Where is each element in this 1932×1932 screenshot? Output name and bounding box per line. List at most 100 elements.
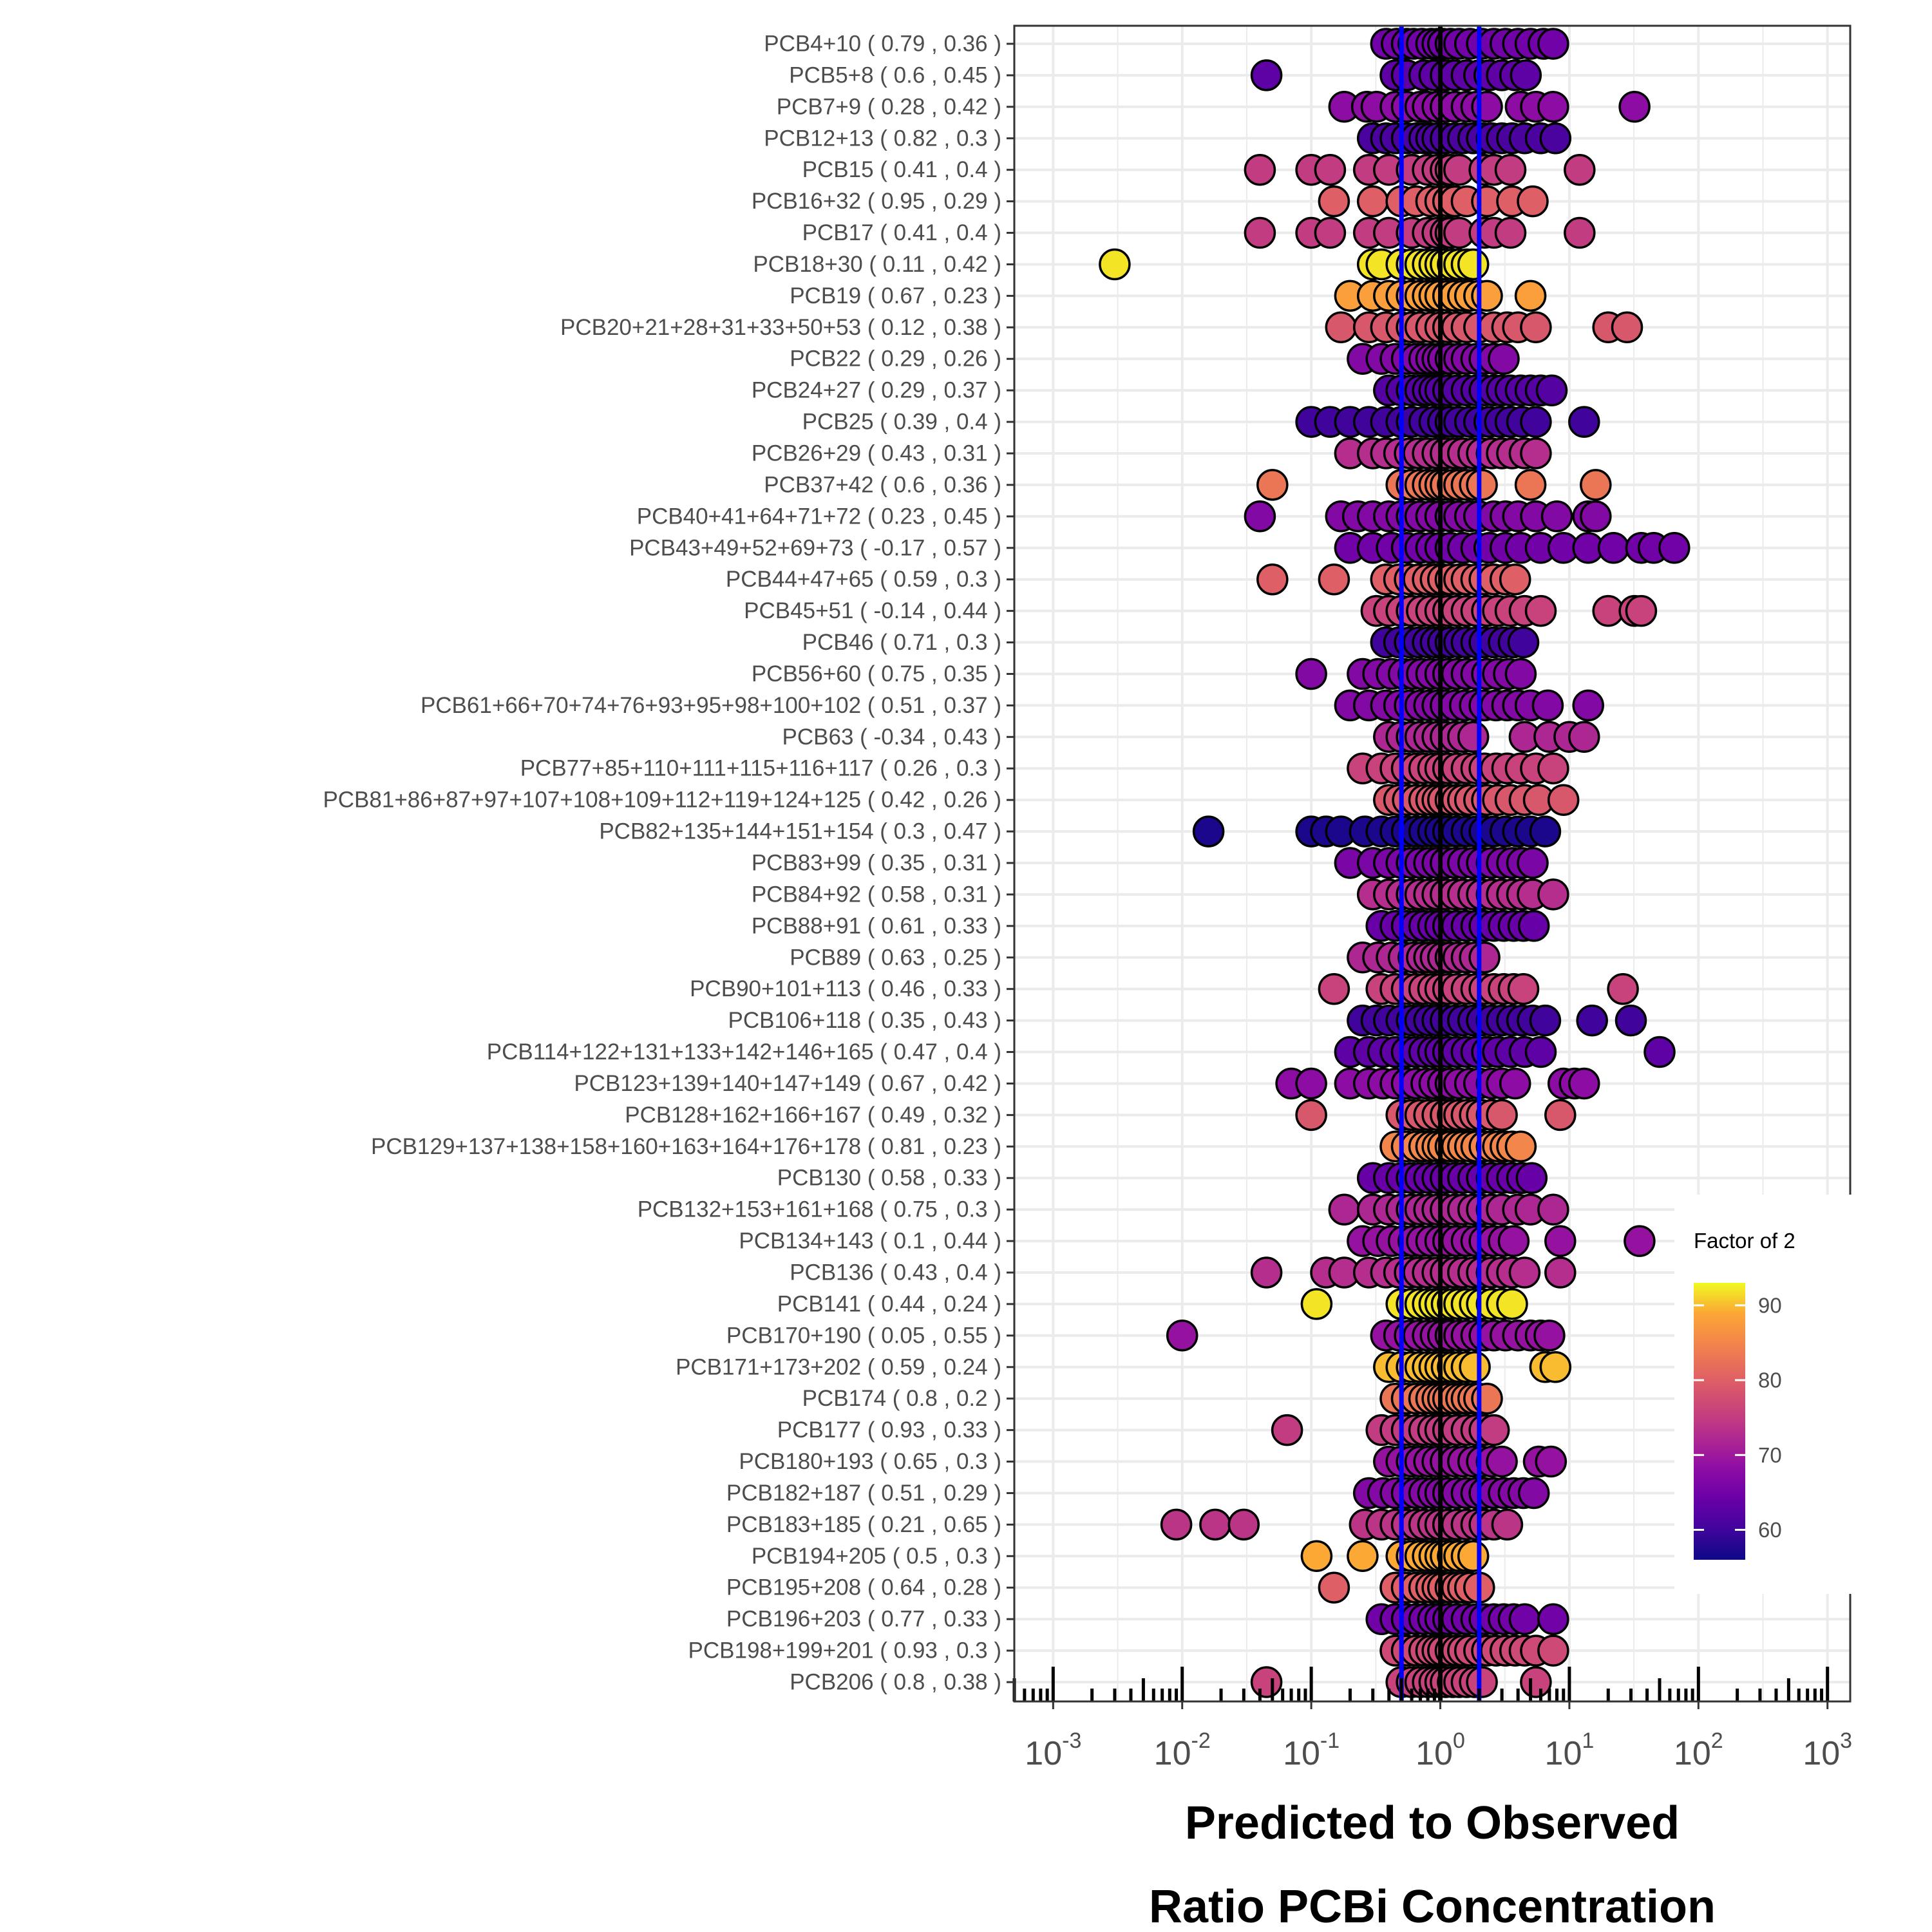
data-point bbox=[1250, 1256, 1283, 1289]
category-label: PCB170+190 ( 0.05 , 0.55 ) bbox=[726, 1323, 1001, 1348]
category-label: PCB25 ( 0.39 , 0.4 ) bbox=[802, 410, 1001, 435]
data-point bbox=[1466, 469, 1498, 501]
data-point bbox=[1499, 563, 1531, 596]
legend-colorbar bbox=[1694, 1283, 1745, 1560]
data-point bbox=[1486, 1445, 1518, 1478]
data-point bbox=[1496, 1288, 1528, 1320]
category-label: PCB198+199+201 ( 0.93 , 0.3 ) bbox=[688, 1638, 1001, 1663]
data-point bbox=[1471, 279, 1503, 312]
data-point bbox=[1624, 1225, 1656, 1257]
data-point bbox=[1250, 59, 1283, 91]
legend-tick-label: 80 bbox=[1758, 1368, 1782, 1392]
category-label: PCB114+122+131+133+142+146+165 ( 0.47 , … bbox=[487, 1039, 1001, 1065]
data-point bbox=[1160, 1508, 1193, 1541]
data-point bbox=[1300, 1288, 1333, 1320]
data-point bbox=[1537, 1634, 1569, 1667]
log-tick-rug bbox=[1012, 1667, 1830, 1701]
data-point bbox=[1314, 153, 1347, 186]
data-point bbox=[1497, 1225, 1530, 1257]
category-label: PCB37+42 ( 0.6 , 0.36 ) bbox=[764, 472, 1001, 497]
x-axis-title: Predicted to Observed Ratio PCBi Concentr… bbox=[1149, 1797, 1716, 1932]
data-point bbox=[1615, 1004, 1647, 1037]
category-label: PCB18+30 ( 0.11 , 0.42 ) bbox=[753, 252, 1001, 277]
category-label: PCB194+205 ( 0.5 , 0.3 ) bbox=[752, 1544, 1001, 1569]
data-point bbox=[1515, 1162, 1548, 1194]
data-point bbox=[1488, 343, 1520, 375]
category-label: PCB141 ( 0.44 , 0.24 ) bbox=[777, 1291, 1001, 1316]
data-point bbox=[1314, 216, 1347, 249]
data-point bbox=[1531, 689, 1564, 722]
data-point bbox=[1256, 563, 1289, 596]
data-point bbox=[1099, 248, 1131, 281]
data-point bbox=[1494, 153, 1527, 186]
data-point bbox=[1564, 216, 1596, 249]
category-label: PCB15 ( 0.41 , 0.4 ) bbox=[802, 157, 1001, 182]
data-point bbox=[1499, 1067, 1531, 1100]
data-point bbox=[1547, 784, 1580, 816]
category-label: PCB61+66+70+74+76+93+95+98+100+102 ( 0.5… bbox=[421, 693, 1001, 718]
data-point bbox=[1535, 1445, 1567, 1478]
data-point bbox=[1227, 1508, 1260, 1541]
x-axis-title-line: Ratio PCBi Concentration bbox=[1149, 1881, 1716, 1932]
data-point bbox=[1318, 185, 1350, 218]
category-label: PCB180+193 ( 0.65 , 0.3 ) bbox=[739, 1449, 1001, 1474]
data-point bbox=[1597, 532, 1630, 564]
data-point bbox=[1507, 972, 1540, 1005]
data-point bbox=[1537, 752, 1569, 784]
data-point bbox=[1611, 311, 1643, 344]
category-label: PCB56+60 ( 0.75 , 0.35 ) bbox=[752, 661, 1001, 687]
data-point bbox=[1300, 1540, 1333, 1573]
category-label: PCB16+32 ( 0.95 , 0.29 ) bbox=[752, 189, 1001, 214]
category-label: PCB196+203 ( 0.77 , 0.33 ) bbox=[726, 1607, 1001, 1632]
category-label: PCB19 ( 0.67 , 0.23 ) bbox=[790, 283, 1001, 308]
category-label: PCB40+41+64+71+72 ( 0.23 , 0.45 ) bbox=[637, 504, 1001, 529]
category-label: PCB182+187 ( 0.51 , 0.29 ) bbox=[726, 1481, 1001, 1506]
color-legend: Factor of 2 60 70 80 90 bbox=[1674, 1195, 1855, 1594]
category-label: PCB174 ( 0.8 , 0.2 ) bbox=[802, 1386, 1001, 1411]
data-point bbox=[1537, 91, 1569, 123]
category-label: PCB4+10 ( 0.79 , 0.36 ) bbox=[764, 32, 1001, 57]
data-point bbox=[1544, 1225, 1577, 1257]
category-label: PCB84+92 ( 0.58 , 0.31 ) bbox=[752, 882, 1001, 907]
data-point bbox=[1537, 1603, 1569, 1635]
data-point bbox=[1524, 1036, 1557, 1068]
data-point bbox=[1539, 122, 1572, 155]
x-tick-label: 10-1 bbox=[1283, 1728, 1340, 1772]
category-label: PCB24+27 ( 0.29 , 0.37 ) bbox=[752, 378, 1001, 403]
data-point bbox=[1295, 658, 1327, 690]
data-point bbox=[1514, 469, 1547, 501]
x-tick-label: 101 bbox=[1545, 1728, 1595, 1772]
data-point bbox=[1568, 406, 1600, 438]
data-point bbox=[1244, 153, 1276, 186]
data-point bbox=[1468, 942, 1501, 974]
category-label: PCB134+143 ( 0.1 , 0.44 ) bbox=[739, 1229, 1001, 1254]
category-label: PCB20+21+28+31+33+50+53 ( 0.12 , 0.38 ) bbox=[560, 315, 1001, 340]
category-label: PCB5+8 ( 0.6 , 0.45 ) bbox=[789, 62, 1001, 88]
category-label: PCB128+162+166+167 ( 0.49 , 0.32 ) bbox=[625, 1103, 1001, 1128]
reference-lines bbox=[1399, 26, 1482, 1701]
data-point bbox=[1529, 815, 1562, 848]
data-point bbox=[1535, 374, 1568, 406]
data-point bbox=[1576, 1004, 1608, 1037]
data-point bbox=[1618, 91, 1651, 123]
category-label: PCB12+13 ( 0.82 , 0.3 ) bbox=[764, 126, 1001, 151]
data-point bbox=[1318, 563, 1350, 596]
data-point bbox=[1540, 500, 1573, 533]
data-point bbox=[1271, 1414, 1303, 1446]
x-tick-label: 102 bbox=[1674, 1728, 1723, 1772]
category-label: PCB89 ( 0.63 , 0.25 ) bbox=[790, 945, 1001, 970]
data-point bbox=[1568, 1067, 1600, 1100]
data-point bbox=[1607, 972, 1639, 1005]
data-point bbox=[1537, 28, 1569, 60]
x-tick-label: 100 bbox=[1416, 1728, 1465, 1772]
category-label: PCB90+101+113 ( 0.46 , 0.33 ) bbox=[690, 976, 1001, 1001]
legend-title: Factor of 2 bbox=[1694, 1229, 1795, 1253]
data-point bbox=[1318, 972, 1350, 1005]
data-point bbox=[1520, 1666, 1552, 1698]
category-label: PCB43+49+52+69+73 ( -0.17 , 0.57 ) bbox=[629, 535, 1001, 560]
category-label: PCB46 ( 0.71 , 0.3 ) bbox=[802, 630, 1001, 655]
data-point bbox=[1625, 594, 1658, 627]
data-point bbox=[1517, 910, 1550, 942]
data-point bbox=[1192, 815, 1225, 848]
data-point bbox=[1166, 1320, 1198, 1352]
